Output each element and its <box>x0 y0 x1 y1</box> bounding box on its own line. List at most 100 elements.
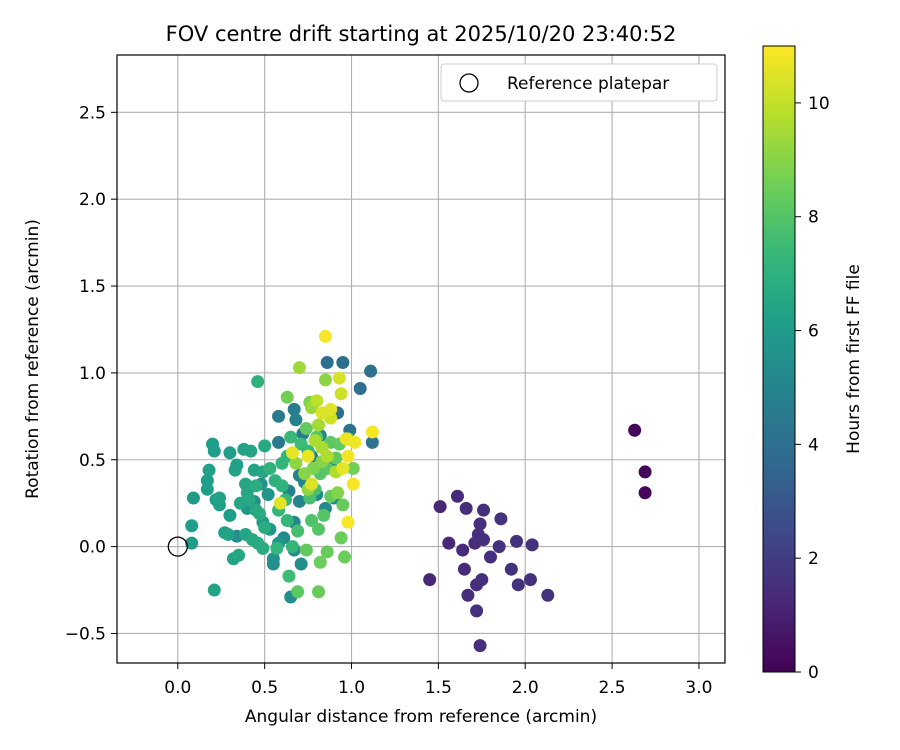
scatter-point <box>263 461 277 475</box>
scatter-point <box>470 604 484 618</box>
scatter-point <box>475 573 489 587</box>
scatter-point <box>365 435 379 449</box>
scatter-point <box>334 531 348 545</box>
scatter-point <box>272 409 286 423</box>
y-tick-label: 0.5 <box>79 451 106 471</box>
scatter-point <box>638 465 652 479</box>
scatter-point <box>504 562 518 576</box>
scatter-point <box>244 444 258 458</box>
scatter-point <box>256 541 270 555</box>
colorbar-label: Hours from first FF file <box>844 264 864 454</box>
scatter-point <box>312 522 326 536</box>
scatter-point <box>291 524 305 538</box>
scatter-point <box>477 503 491 517</box>
scatter-point <box>305 514 319 528</box>
legend-box <box>440 63 718 102</box>
scatter-point <box>332 371 346 385</box>
scatter-point <box>336 461 350 475</box>
y-tick-label: 0.0 <box>79 538 106 558</box>
scatter-point <box>423 573 437 587</box>
chart-title: FOV centre drift starting at 2025/10/20 … <box>166 22 677 46</box>
scatter-point <box>313 555 327 569</box>
scatter-point <box>346 477 360 491</box>
scatter-point <box>331 486 345 500</box>
scatter-point <box>275 479 289 493</box>
scatter-point <box>338 550 352 564</box>
scatter-point <box>310 394 324 408</box>
colorbar-tick-label: 4 <box>808 435 819 455</box>
scatter-point <box>294 557 308 571</box>
scatter-point <box>541 588 555 602</box>
x-tick-label: 1.5 <box>425 678 452 698</box>
grid-lines <box>117 55 725 663</box>
scatter-point <box>494 512 508 526</box>
scatter-point <box>312 585 326 599</box>
scatter-point <box>282 569 296 583</box>
scatter-points <box>185 329 652 653</box>
colorbar-ticks: 0 2 4 6 8 10 <box>795 94 830 683</box>
scatter-point <box>228 463 242 477</box>
scatter-point <box>289 413 303 427</box>
colorbar-tick-label: 0 <box>808 663 819 683</box>
scatter-point <box>223 508 237 522</box>
scatter-point <box>312 418 326 432</box>
x-tick-label: 3.0 <box>685 678 712 698</box>
y-tick-label: 2.0 <box>79 190 106 210</box>
plot-area-frame <box>116 54 726 664</box>
scatter-point <box>320 449 334 463</box>
scatter-point <box>299 421 313 435</box>
scatter-point <box>456 543 470 557</box>
y-tick-label: −0.5 <box>65 624 106 644</box>
scatter-point <box>232 548 246 562</box>
scatter-point <box>473 517 487 531</box>
reference-marker <box>167 536 188 557</box>
scatter-point <box>336 355 350 369</box>
scatter-point <box>223 446 237 460</box>
scatter-point <box>511 578 525 592</box>
scatter-point <box>207 583 221 597</box>
scatter-point <box>334 387 348 401</box>
scatter-point <box>364 364 378 378</box>
legend-label-reference-platepar: Reference platepar <box>507 74 669 94</box>
scatter-point <box>315 406 329 420</box>
scatter-point <box>320 545 334 559</box>
legend-marker-open-circle <box>459 73 479 93</box>
scatter-point <box>318 329 332 343</box>
scatter-point <box>510 534 524 548</box>
scatter-point <box>251 375 265 389</box>
scatter-point <box>202 463 216 477</box>
scatter-point <box>346 461 360 475</box>
scatter-point <box>317 508 331 522</box>
scatter-point <box>285 446 299 460</box>
scatter-point <box>365 425 379 439</box>
scatter-point <box>291 585 305 599</box>
scatter-point <box>287 402 301 416</box>
scatter-point <box>273 496 287 510</box>
scatter-point <box>305 477 319 491</box>
scatter-point <box>336 498 350 512</box>
x-tick-label: 0.0 <box>164 678 191 698</box>
scatter-point <box>212 498 226 512</box>
scatter-point <box>233 496 247 510</box>
scatter-point <box>525 538 539 552</box>
scatter-point <box>450 489 464 503</box>
scatter-point <box>266 552 280 566</box>
scatter-point <box>270 541 284 555</box>
scatter-point <box>492 540 506 554</box>
legend: Reference platepar <box>440 63 718 102</box>
y-tick-label: 2.5 <box>79 103 106 123</box>
scatter-point <box>461 588 475 602</box>
scatter-point <box>483 550 497 564</box>
scatter-point <box>341 449 355 463</box>
colorbar <box>762 45 796 673</box>
scatter-point <box>318 373 332 387</box>
scatter-point <box>523 573 537 587</box>
y-tick-label: 1.5 <box>79 277 106 297</box>
scatter-point <box>341 515 355 529</box>
y-axis-ticks: −0.5 0.0 0.5 1.0 1.5 2.0 2.5 <box>65 103 117 644</box>
scatter-point <box>459 501 473 515</box>
scatter-point <box>477 533 491 547</box>
scatter-point <box>272 435 286 449</box>
colorbar-tick-label: 2 <box>808 549 819 569</box>
